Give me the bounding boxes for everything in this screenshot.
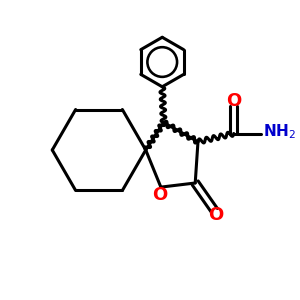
Text: O: O: [152, 186, 167, 204]
Text: NH$_2$: NH$_2$: [262, 123, 296, 142]
Text: O: O: [208, 206, 224, 224]
Text: O: O: [226, 92, 241, 110]
